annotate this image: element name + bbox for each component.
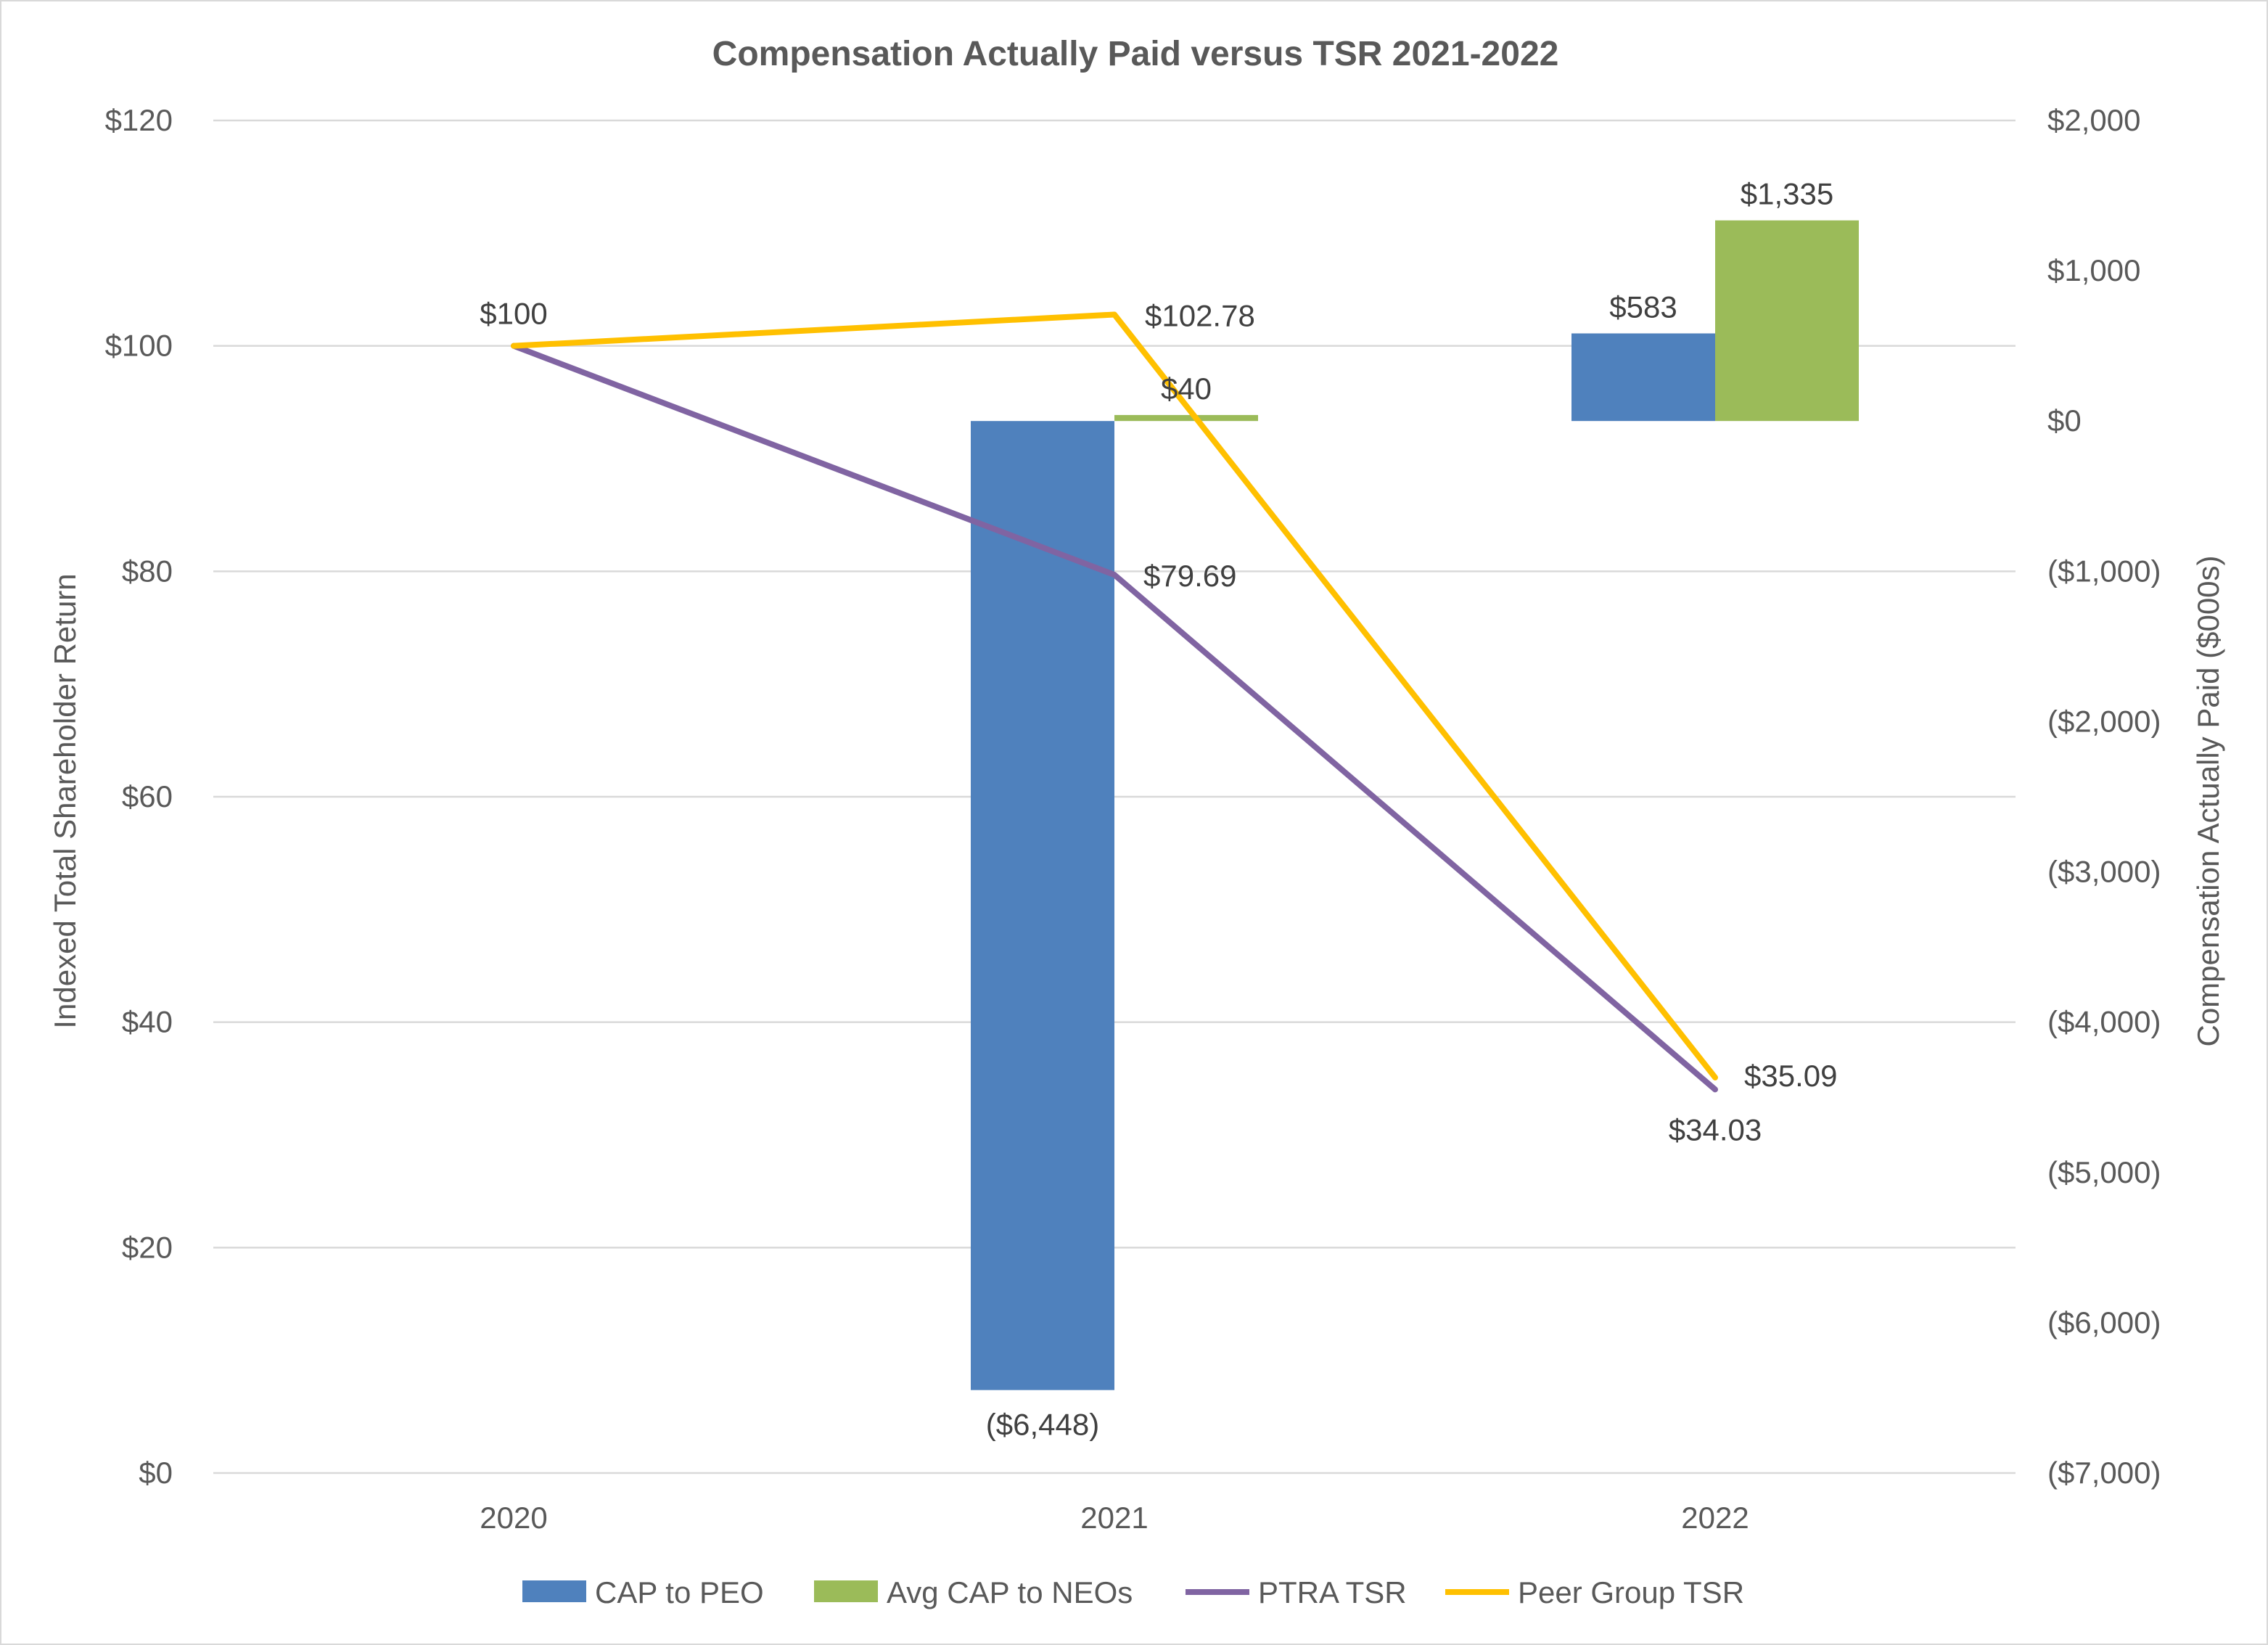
line-point bbox=[513, 345, 514, 347]
line-data-label: $100 bbox=[480, 297, 547, 331]
legend-swatch bbox=[814, 1580, 878, 1602]
line-data-label: $34.03 bbox=[1669, 1112, 1762, 1146]
data-labels: ($6,448) $583 $40 $1,335 $79.69 $34.03 $100 $10… bbox=[480, 177, 1837, 1442]
right-tick-label: $1,000 bbox=[2047, 253, 2140, 287]
legend-label: Peer Group TSR bbox=[1518, 1575, 1744, 1609]
left-tick-label: $40 bbox=[122, 1005, 173, 1039]
right-tick-label: ($4,000) bbox=[2047, 1005, 2161, 1039]
legend-label: PTRA TSR bbox=[1258, 1575, 1407, 1609]
line-point bbox=[1714, 1076, 1716, 1078]
right-axis-title: Compensation Actually Paid ($000s) bbox=[2191, 555, 2225, 1046]
bar-avg-cap-to-neos bbox=[1715, 220, 1859, 422]
line-point bbox=[1114, 313, 1115, 316]
lines bbox=[511, 311, 1718, 1093]
left-tick-label: $100 bbox=[105, 329, 173, 363]
right-tick-label: ($7,000) bbox=[2047, 1456, 2161, 1490]
legend-label: CAP to PEO bbox=[595, 1575, 764, 1609]
left-tick-label: $0 bbox=[139, 1456, 173, 1490]
bar-cap-to-peo bbox=[1571, 333, 1715, 422]
bar-data-label: $583 bbox=[1609, 290, 1677, 324]
right-tick-label: ($5,000) bbox=[2047, 1155, 2161, 1189]
legend-swatch bbox=[522, 1580, 586, 1602]
right-tick-label: $2,000 bbox=[2047, 103, 2140, 137]
legend-label: Avg CAP to NEOs bbox=[887, 1575, 1133, 1609]
line-point bbox=[1114, 574, 1115, 576]
left-axis: $0 $20 $40 $60 $80 $100 $120 bbox=[105, 103, 173, 1490]
bars bbox=[971, 220, 1859, 1390]
left-tick-label: $80 bbox=[122, 554, 173, 588]
bar-data-label: ($6,448) bbox=[986, 1408, 1099, 1442]
right-tick-label: ($6,000) bbox=[2047, 1305, 2161, 1340]
bar-data-label: $1,335 bbox=[1741, 177, 1833, 211]
bar-data-label: $40 bbox=[1161, 372, 1212, 406]
x-tick-label: 2022 bbox=[1681, 1501, 1749, 1535]
line-data-label: $79.69 bbox=[1143, 559, 1236, 593]
right-tick-label: ($2,000) bbox=[2047, 704, 2161, 738]
bar-cap-to-peo bbox=[971, 421, 1114, 1390]
right-axis: ($7,000) ($6,000) ($5,000) ($4,000) ($3,000)… bbox=[2047, 103, 2161, 1490]
legend: CAP to PEO Avg CAP to NEOs PTRA TSR Peer Gr… bbox=[522, 1575, 1744, 1609]
line-point bbox=[1714, 1088, 1716, 1091]
left-tick-label: $20 bbox=[122, 1230, 173, 1264]
line-data-label: $102.78 bbox=[1145, 298, 1255, 332]
x-axis: 2020 2021 2022 bbox=[480, 1501, 1749, 1535]
chart-title: Compensation Actually Paid versus TSR 20… bbox=[712, 35, 1559, 73]
x-tick-label: 2020 bbox=[480, 1501, 547, 1535]
right-tick-label: ($3,000) bbox=[2047, 855, 2161, 889]
x-tick-label: 2021 bbox=[1080, 1501, 1148, 1535]
bar-avg-cap-to-neos bbox=[1114, 414, 1258, 422]
right-tick-label: $0 bbox=[2047, 403, 2082, 438]
left-tick-label: $60 bbox=[122, 779, 173, 813]
left-axis-title: Indexed Total Shareholder Return bbox=[48, 573, 82, 1028]
right-tick-label: ($1,000) bbox=[2047, 554, 2161, 588]
line-data-label: $35.09 bbox=[1744, 1059, 1837, 1093]
left-tick-label: $120 bbox=[105, 103, 173, 137]
